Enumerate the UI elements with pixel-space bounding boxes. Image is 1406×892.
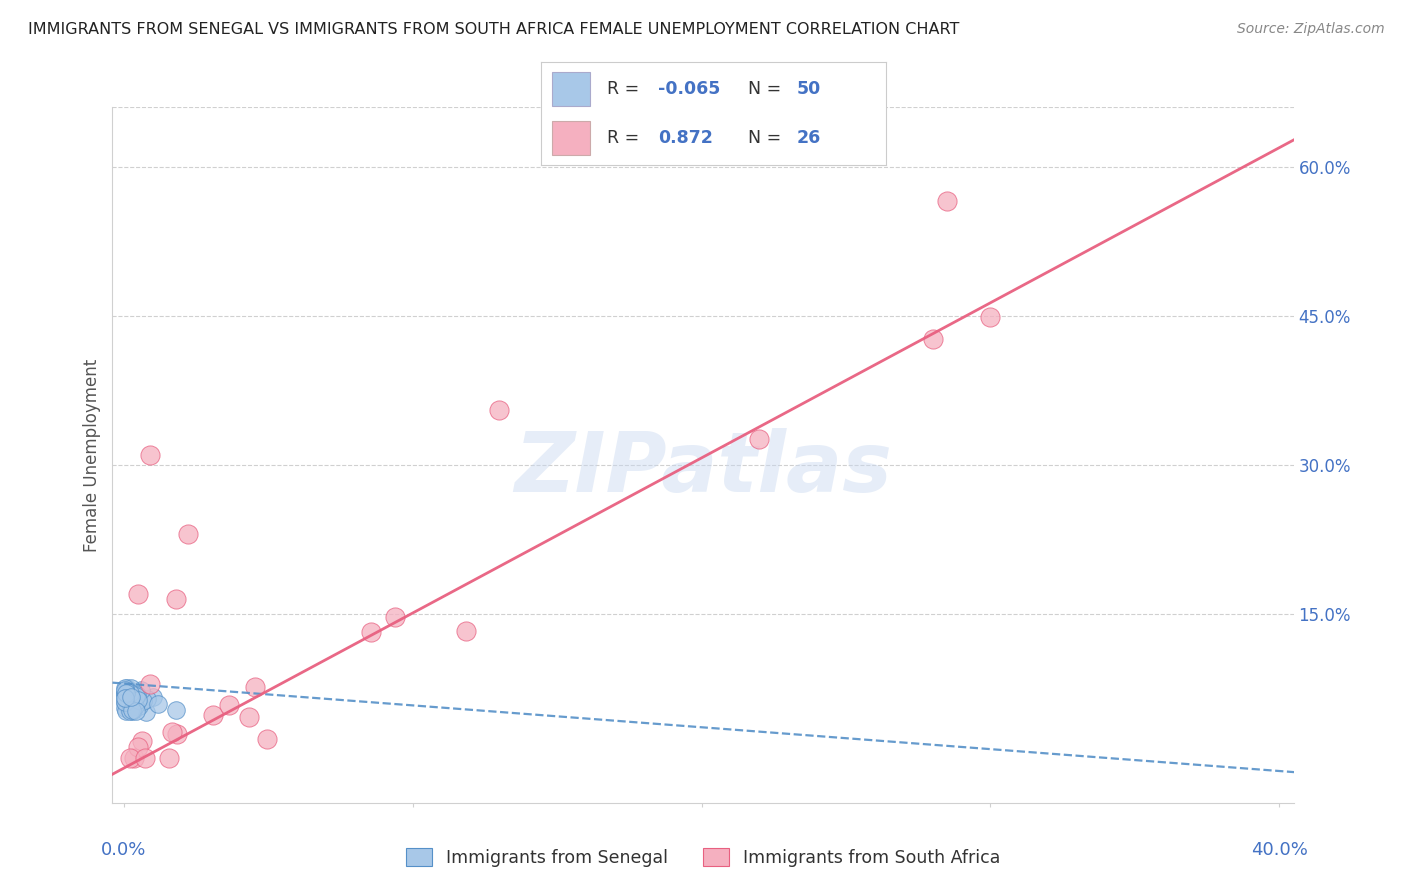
Point — [118, 704, 141, 718]
Point — [135, 705, 157, 719]
Point — [117, 690, 139, 704]
Point — [176, 527, 198, 541]
Text: 26: 26 — [796, 128, 821, 147]
Point — [115, 691, 138, 706]
Point — [139, 448, 162, 462]
FancyBboxPatch shape — [551, 71, 589, 105]
Point — [166, 727, 188, 741]
Point — [122, 703, 145, 717]
Point — [456, 624, 478, 638]
Point — [114, 691, 136, 706]
Point — [120, 694, 142, 708]
Point — [118, 686, 141, 700]
Text: Source: ZipAtlas.com: Source: ZipAtlas.com — [1237, 22, 1385, 37]
Text: N =: N = — [748, 128, 787, 147]
FancyBboxPatch shape — [551, 121, 589, 155]
Point — [122, 751, 145, 765]
Point — [125, 704, 148, 718]
Point — [114, 701, 136, 715]
Point — [245, 681, 267, 695]
Point — [129, 683, 152, 698]
Point — [121, 700, 143, 714]
Point — [256, 732, 278, 747]
Point — [120, 681, 142, 695]
Point — [136, 692, 159, 706]
Point — [131, 734, 153, 748]
Point — [114, 682, 136, 697]
Text: N =: N = — [748, 79, 787, 97]
Point — [165, 592, 187, 607]
Point — [127, 740, 149, 755]
Point — [121, 703, 143, 717]
Point — [114, 704, 136, 718]
Point — [114, 695, 136, 709]
Text: 0.872: 0.872 — [658, 128, 713, 147]
Point — [117, 683, 139, 698]
Point — [118, 751, 141, 765]
Point — [127, 693, 149, 707]
Point — [114, 696, 136, 710]
Point — [118, 698, 141, 712]
Point — [117, 684, 139, 698]
Point — [115, 692, 138, 706]
Text: IMMIGRANTS FROM SENEGAL VS IMMIGRANTS FROM SOUTH AFRICA FEMALE UNEMPLOYMENT CORR: IMMIGRANTS FROM SENEGAL VS IMMIGRANTS FR… — [28, 22, 959, 37]
Point — [165, 703, 187, 717]
Point — [114, 686, 136, 700]
Point — [121, 704, 143, 718]
Point — [132, 694, 155, 708]
Point — [488, 403, 510, 417]
Point — [115, 689, 138, 703]
Point — [118, 686, 141, 700]
Point — [120, 690, 142, 704]
Point — [114, 688, 136, 702]
Y-axis label: Female Unemployment: Female Unemployment — [83, 359, 101, 551]
Point — [138, 677, 160, 691]
Point — [748, 433, 770, 447]
Point — [936, 194, 959, 209]
Text: R =: R = — [607, 128, 644, 147]
Text: 0.0%: 0.0% — [101, 840, 146, 859]
Point — [117, 700, 139, 714]
Text: R =: R = — [607, 79, 644, 97]
Point — [122, 689, 145, 703]
Point — [124, 699, 146, 714]
Point — [120, 696, 142, 710]
Point — [384, 609, 406, 624]
Point — [146, 697, 169, 711]
Point — [921, 333, 943, 347]
Point — [125, 689, 148, 703]
Legend: Immigrants from Senegal, Immigrants from South Africa: Immigrants from Senegal, Immigrants from… — [399, 841, 1007, 874]
Point — [360, 625, 382, 640]
Point — [114, 686, 136, 700]
Point — [118, 693, 141, 707]
Point — [127, 587, 149, 601]
Point — [114, 686, 136, 700]
Point — [117, 681, 139, 696]
Point — [142, 690, 165, 704]
Text: 40.0%: 40.0% — [1251, 840, 1308, 859]
Point — [979, 310, 1001, 324]
Point — [162, 725, 184, 739]
Text: -0.065: -0.065 — [658, 79, 721, 97]
Point — [128, 698, 150, 713]
Text: ZIPatlas: ZIPatlas — [515, 428, 891, 509]
Point — [115, 698, 138, 712]
Point — [201, 708, 224, 723]
Point — [118, 695, 141, 709]
Point — [125, 688, 148, 702]
Point — [114, 681, 136, 695]
Point — [114, 691, 136, 706]
Point — [117, 691, 139, 706]
Point — [157, 751, 180, 765]
Text: 50: 50 — [796, 79, 821, 97]
Point — [218, 698, 240, 713]
Point — [134, 751, 156, 765]
Point — [238, 710, 260, 724]
